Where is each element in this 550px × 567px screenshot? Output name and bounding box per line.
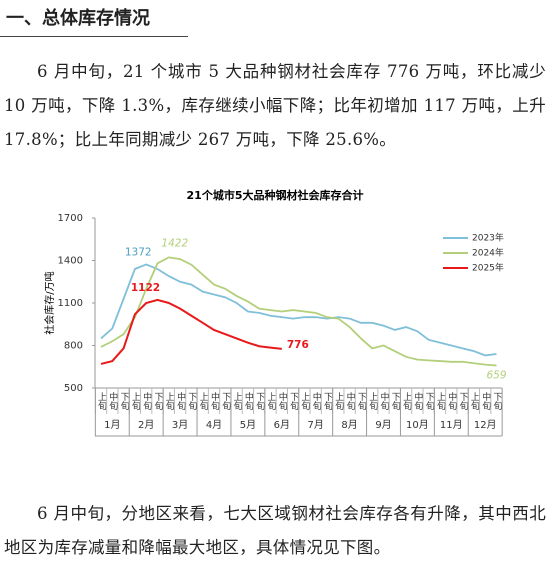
series-line [100, 298, 282, 365]
legend-label: 2023年 [472, 232, 504, 244]
series-line [100, 263, 497, 357]
series-line [100, 256, 497, 367]
group-label: 4月 [206, 419, 222, 431]
group-label: 2月 [138, 419, 154, 431]
x-tick-label: 下旬 [492, 392, 503, 411]
group-label: 1月 [104, 419, 120, 431]
y-tick-label: 1700 [58, 213, 83, 224]
x-tick-label: 上旬 [232, 392, 243, 411]
x-tick-label: 中旬 [141, 391, 152, 411]
y-axis-label: 社会库存/万吨 [43, 271, 56, 334]
group-label: 6月 [274, 419, 290, 431]
x-tick-label: 下旬 [356, 392, 367, 411]
x-tick-label: 中旬 [209, 391, 220, 411]
y-tick-label: 800 [64, 341, 83, 352]
paragraph: 6 月中旬，21 个城市 5 大品种钢材社会库存 776 万吨，环比减少 10 … [4, 62, 546, 149]
x-tick-label: 上旬 [96, 392, 107, 411]
x-tick-label: 中旬 [311, 391, 322, 411]
group-label: 5月 [240, 419, 256, 431]
data-label: 1372 [125, 246, 152, 258]
chart: 21个城市5大品种钢材社会库存合计 社会库存/万吨 500 800 1100 1400… [43, 188, 507, 437]
x-tick-label: 上旬 [367, 392, 378, 411]
x-tick-label: 下旬 [186, 392, 197, 411]
x-tick-label: 中旬 [243, 391, 254, 411]
x-tick-label: 下旬 [119, 392, 130, 411]
group-label: 11月 [440, 419, 463, 431]
x-tick-label: 下旬 [153, 392, 164, 411]
legend-label: 2025年 [472, 262, 504, 274]
x-tick-label: 下旬 [424, 392, 435, 411]
x-tick-label: 中旬 [277, 391, 288, 411]
heading-rule [0, 36, 188, 37]
x-tick-label: 中旬 [480, 391, 491, 411]
x-tick-label: 上旬 [266, 392, 277, 411]
x-tick-label: 下旬 [254, 392, 265, 411]
group-label: 7月 [308, 419, 324, 431]
data-label: 659 [486, 369, 506, 381]
x-tick-label: 中旬 [175, 391, 186, 411]
x-tick-label: 下旬 [322, 392, 333, 411]
x-tick-label: 下旬 [220, 392, 231, 411]
group-label: 8月 [341, 419, 357, 431]
chart-title: 21个城市5大品种钢材社会库存合计 [187, 188, 364, 202]
data-label: 1122 [131, 282, 160, 294]
x-tick-label: 中旬 [446, 391, 457, 411]
x-tick-label: 下旬 [288, 392, 299, 411]
x-tick-label: 上旬 [401, 392, 412, 411]
x-tick-label: 上旬 [130, 392, 141, 411]
data-label: 1422 [161, 237, 188, 249]
data-label: 776 [287, 339, 309, 351]
x-tick-label: 上旬 [333, 392, 344, 411]
x-tick-label: 上旬 [299, 392, 310, 411]
y-tick-label: 1400 [58, 256, 83, 267]
x-tick-label: 下旬 [390, 392, 401, 411]
x-tick-label: 上旬 [198, 392, 209, 411]
paragraph: 6 月中旬，分地区来看，七大区域钢材社会库存各有升降，其中西北地区为库存减量和降… [4, 504, 546, 557]
group-label: 12月 [474, 419, 497, 431]
legend-label: 2024年 [472, 247, 504, 259]
x-tick-label: 上旬 [435, 392, 446, 411]
x-tick-label: 中旬 [379, 391, 390, 411]
x-tick-label: 中旬 [345, 391, 356, 411]
y-tick-label: 1100 [58, 298, 83, 309]
x-tick-label: 中旬 [107, 391, 118, 411]
group-label: 3月 [172, 419, 188, 431]
group-label: 9月 [375, 419, 391, 431]
group-label: 10月 [406, 419, 429, 431]
y-tick-label: 500 [64, 383, 83, 394]
x-tick-label: 下旬 [458, 392, 469, 411]
heading: 一、总体库存情况 [6, 8, 150, 29]
x-tick-label: 上旬 [164, 392, 175, 411]
x-tick-label: 中旬 [412, 391, 423, 411]
x-tick-label: 上旬 [469, 392, 480, 411]
